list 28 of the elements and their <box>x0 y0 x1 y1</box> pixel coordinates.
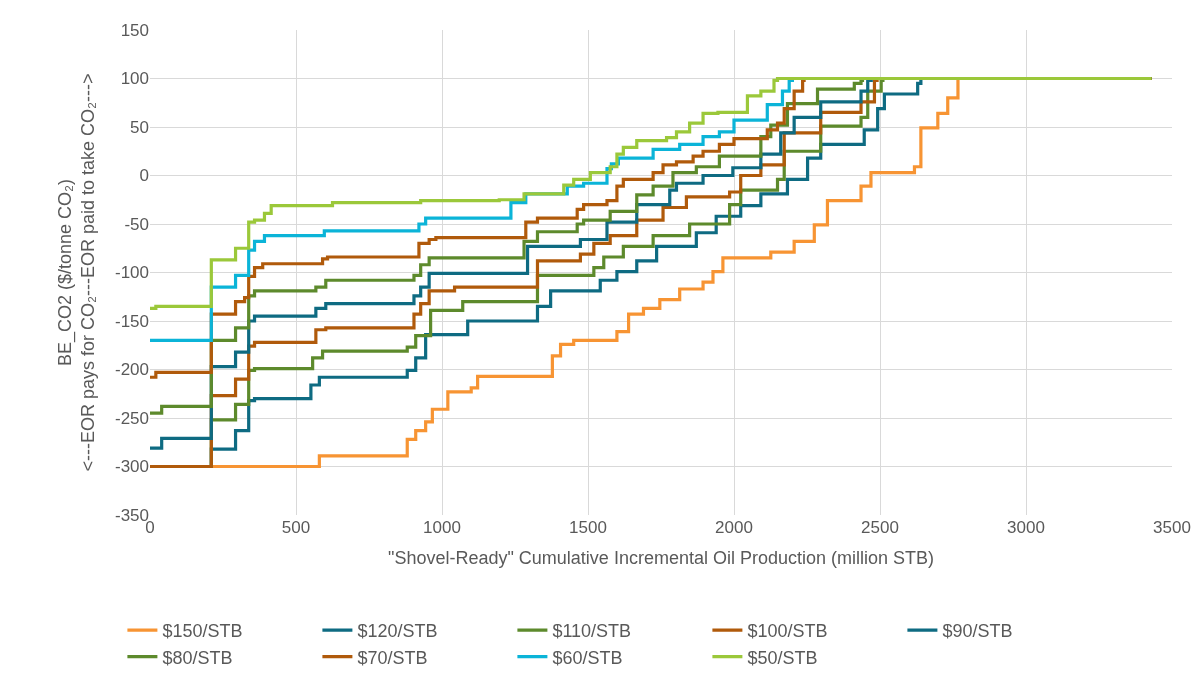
y-tick-label: 150 <box>120 20 149 40</box>
x-tick-label: 1000 <box>423 518 461 537</box>
legend-label: $50/STB <box>747 647 818 668</box>
y-tick-label: -200 <box>114 360 149 380</box>
y-tick-label: -150 <box>114 311 149 331</box>
y-tick-label: 100 <box>120 69 149 89</box>
x-tick-label: 2000 <box>715 518 753 537</box>
x-tick-label: 500 <box>281 518 311 537</box>
x-tick-label: 1500 <box>569 518 607 537</box>
y-tick-label: -50 <box>124 214 149 234</box>
y-tick-label: -250 <box>114 408 149 428</box>
y-tick-label: -300 <box>114 457 149 477</box>
x-tick-label: 2500 <box>861 518 899 537</box>
legend-label: $70/STB <box>357 647 428 668</box>
y-tick-label: 50 <box>130 117 149 137</box>
y-tick-label: 0 <box>139 166 149 186</box>
x-tick-label: 3000 <box>1007 518 1045 537</box>
legend-label: $120/STB <box>357 621 438 642</box>
legend-label: $60/STB <box>552 647 623 668</box>
x-axis-title: "Shovel-Ready" Cumulative Incremental Oil Production (million STB) <box>388 548 934 569</box>
legend-label: $90/STB <box>942 621 1013 642</box>
legend-label: $80/STB <box>162 647 233 668</box>
legend-label: $150/STB <box>162 621 243 642</box>
y-axis-title: BE_CO2 ($/tonne CO₂) <---EOR pays for CO₂---EOR paid to take CO₂---> <box>54 73 99 472</box>
legend-label: $110/STB <box>552 621 632 642</box>
x-tick-label: 3500 <box>1153 518 1191 537</box>
legend-label: $100/STB <box>747 621 828 642</box>
y-tick-label: -100 <box>114 263 149 283</box>
